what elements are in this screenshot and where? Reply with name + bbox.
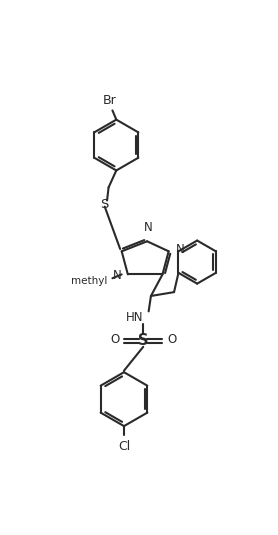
Text: O: O <box>167 333 176 346</box>
Text: N: N <box>113 270 122 282</box>
Text: S: S <box>138 333 148 348</box>
Text: O: O <box>110 333 119 346</box>
Text: N: N <box>176 243 184 256</box>
Text: Cl: Cl <box>118 440 130 453</box>
Text: methyl: methyl <box>71 276 107 286</box>
Text: S: S <box>101 198 109 211</box>
Text: Br: Br <box>102 94 116 106</box>
Text: N: N <box>144 221 153 234</box>
Text: HN: HN <box>126 311 143 324</box>
